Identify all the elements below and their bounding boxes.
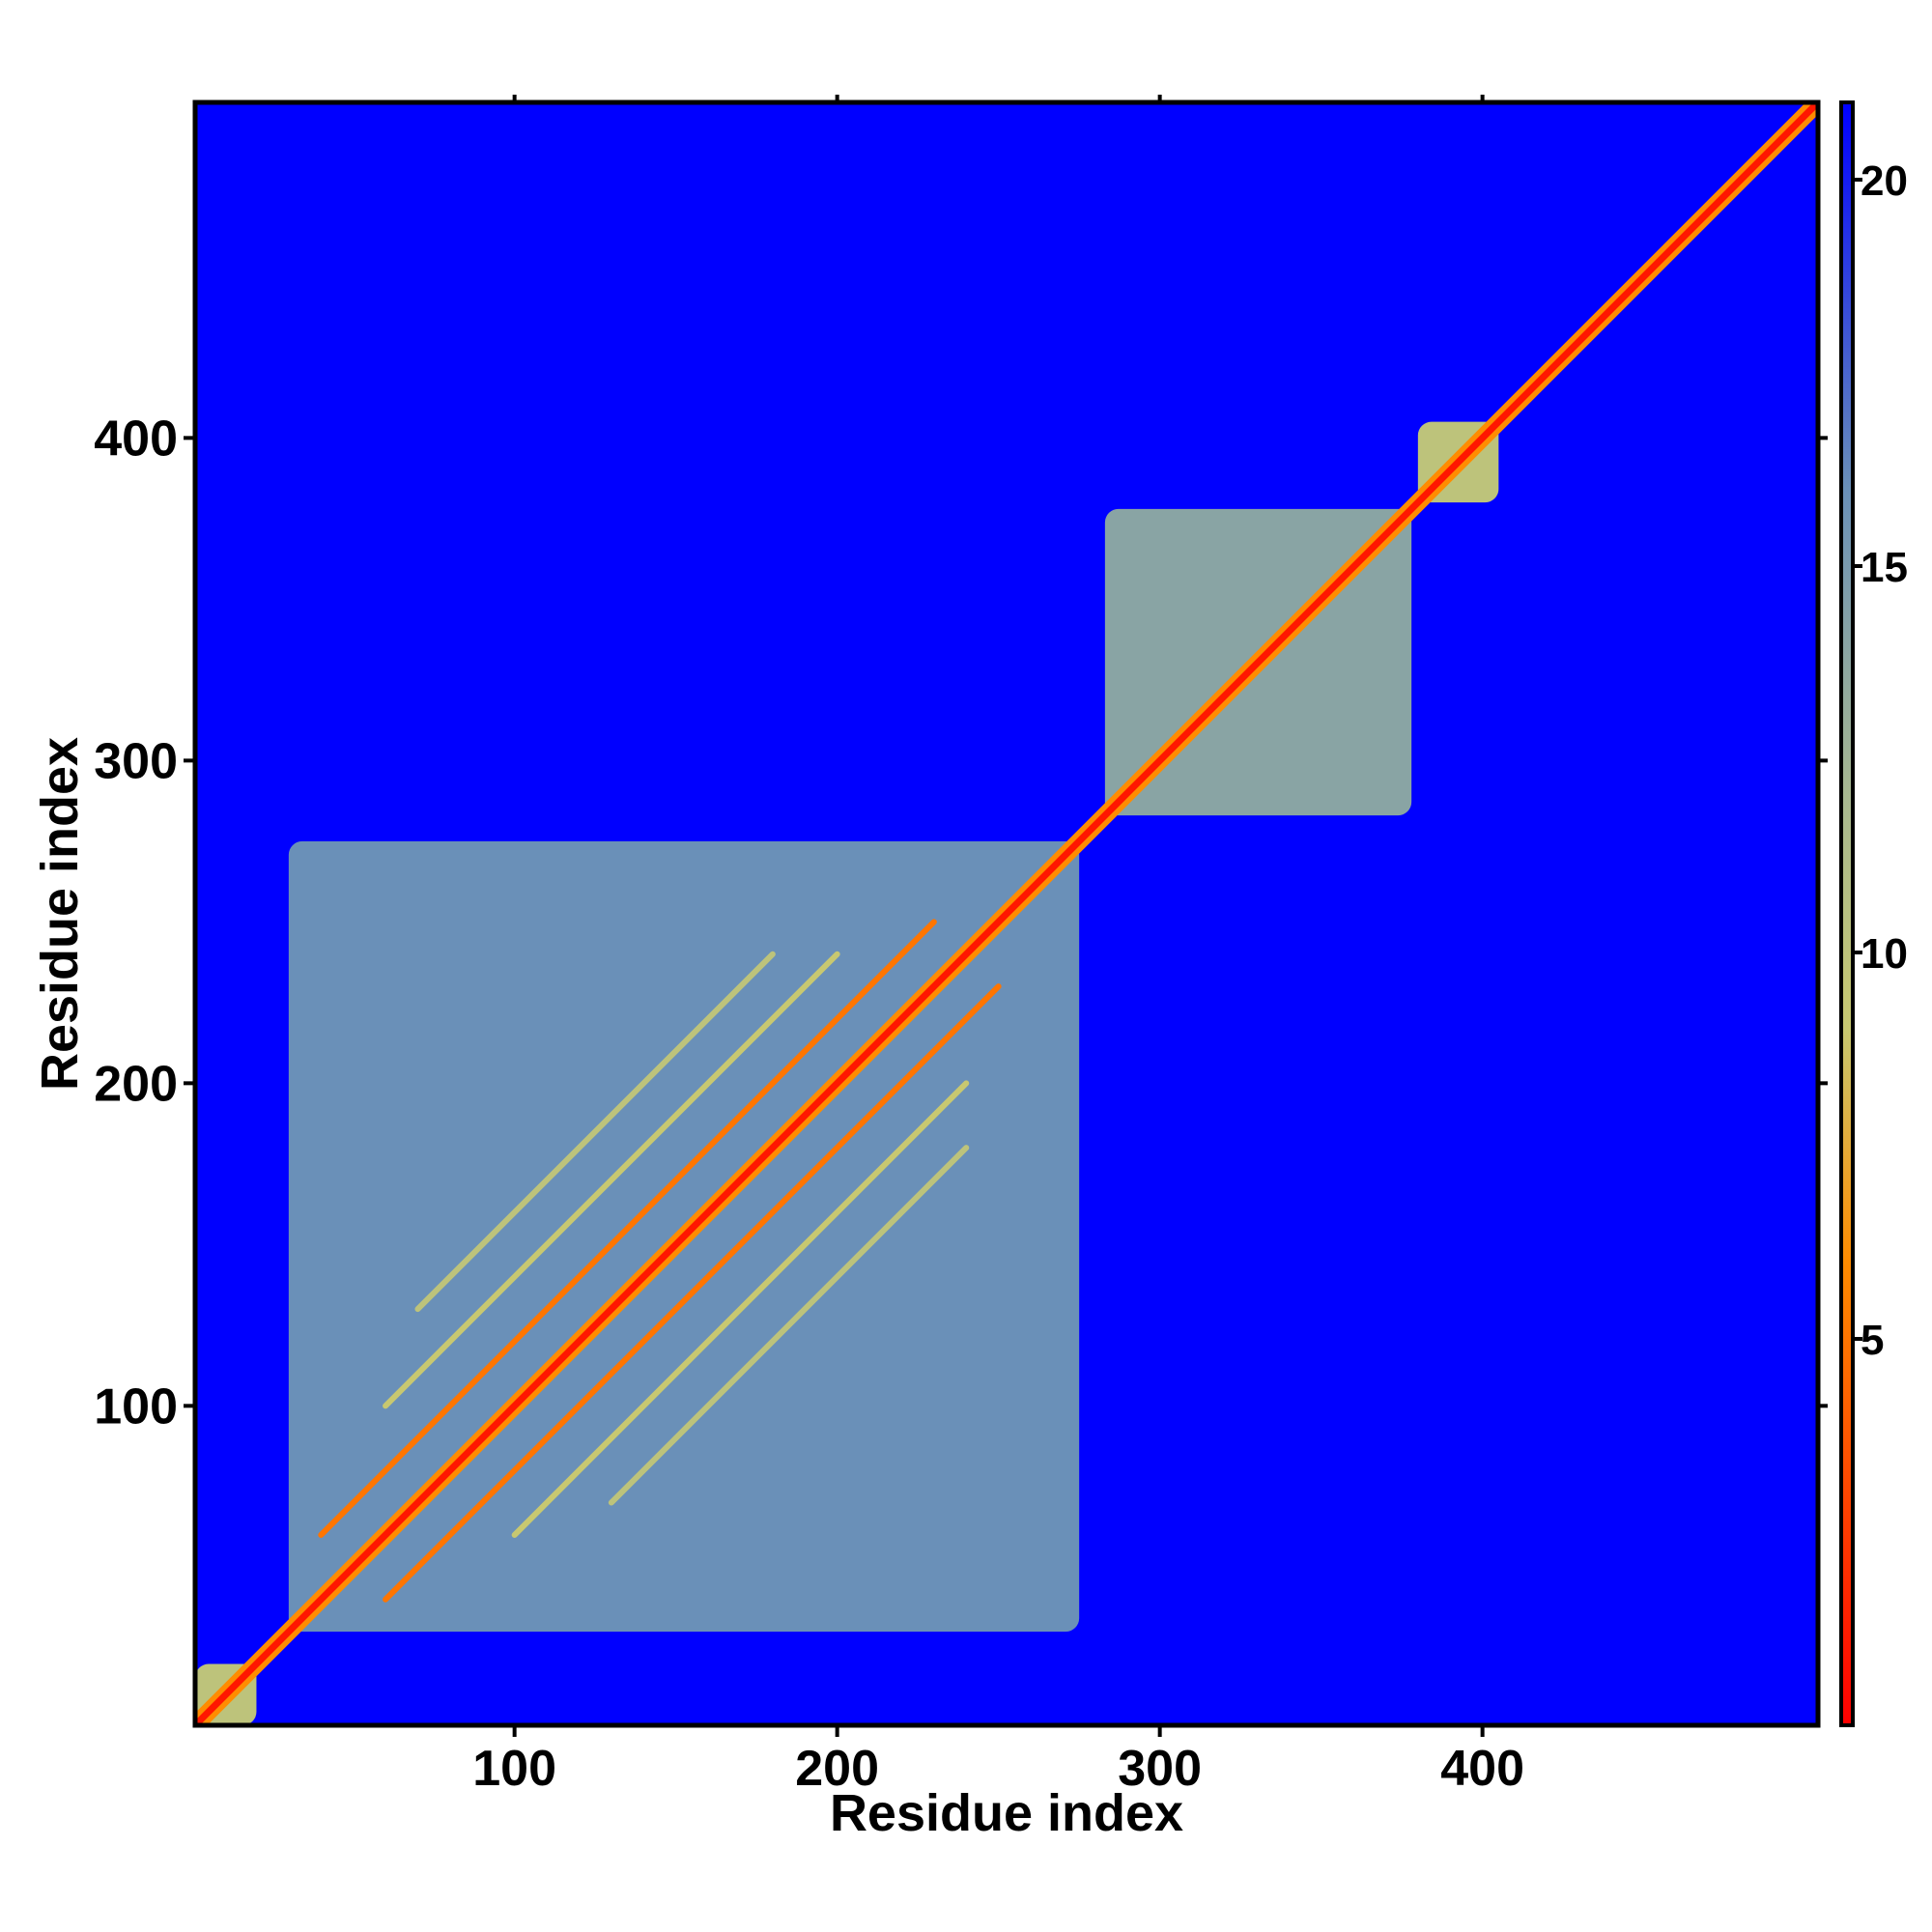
x-tick-label: 300 [1118,1741,1202,1797]
contact-band-3-lower [608,1145,970,1506]
heatmap-plot-area [195,102,1818,1725]
colorbar: 5 10 15 20 [1839,100,1908,1727]
colorbar-gradient [1839,100,1855,1727]
colorbar-tick-label: 15 [1861,544,1908,591]
contact-band-3-upper [414,951,776,1313]
y-tick-label: 300 [94,733,178,789]
colorbar-tick-label: 20 [1861,157,1908,205]
y-tick-label: 200 [94,1056,178,1112]
contact-band-1-lower [383,983,1002,1603]
x-tick-label: 200 [795,1741,879,1797]
contact-band-2-upper [383,951,840,1409]
y-axis-title: Residue index [31,737,89,1091]
x-axis-title: Residue index [830,1784,1183,1842]
contact-band-2-lower [511,1080,970,1538]
x-tick-label: 100 [472,1741,556,1797]
y-axis: 100 200 300 400 [94,411,1828,1435]
contact-band-1-upper [318,919,937,1538]
colorbar-ticks: 5 10 15 20 [1853,157,1908,1364]
x-tick-label: 400 [1440,1741,1524,1797]
y-tick-label: 100 [94,1378,178,1435]
colorbar-tick-label: 5 [1861,1317,1884,1364]
diagonal-contact-line [195,102,1818,1725]
y-tick-label: 400 [94,411,178,467]
colorbar-tick-label: 10 [1861,930,1908,978]
x-axis: 100 200 300 400 [472,95,1524,1797]
plot-frame [192,99,1821,1728]
